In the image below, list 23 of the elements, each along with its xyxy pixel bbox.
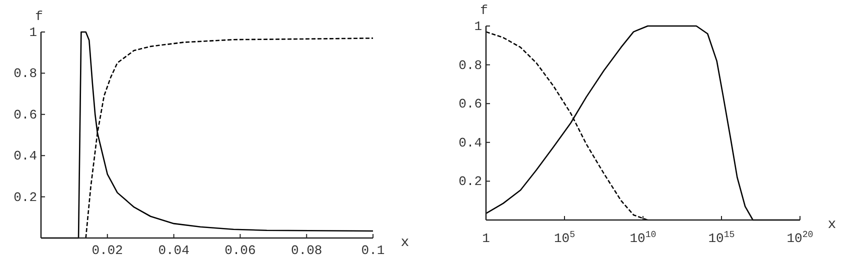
x-axis-title: x bbox=[828, 217, 836, 233]
y-axis-title: f bbox=[35, 9, 43, 24]
x-tick-label: 0.04 bbox=[158, 243, 190, 258]
x-tick-label: 0.02 bbox=[92, 243, 124, 258]
x-tick-label: 10$^{5}$ bbox=[554, 228, 576, 246]
y-axis-title: f bbox=[480, 3, 488, 18]
y-tick-label: 0.2 bbox=[14, 190, 37, 205]
x-tick-label: 0.08 bbox=[290, 243, 322, 258]
y-tick-label: 0.4 bbox=[14, 148, 38, 164]
x-tick-label: 10$^{20}$ bbox=[786, 228, 814, 246]
x-tick-label: 10$^{15}$ bbox=[708, 228, 735, 246]
y-tick-label: 0.8 bbox=[458, 58, 482, 73]
x-axis-title: x bbox=[400, 235, 410, 251]
x-tick-label: 0.1 bbox=[361, 243, 385, 258]
y-tick-label: 1 bbox=[474, 19, 482, 34]
y-tick-label: 1 bbox=[29, 25, 38, 40]
y-tick-label: 0.6 bbox=[458, 96, 482, 112]
y-tick-label: 0.2 bbox=[458, 174, 482, 190]
x-tick-label: 0.06 bbox=[224, 243, 256, 258]
y-tick-label: 0.8 bbox=[14, 66, 37, 82]
x-tick-label: 10$^{10}$ bbox=[630, 228, 656, 246]
y-tick-label: 0.6 bbox=[14, 107, 37, 122]
y-tick-label: 0.4 bbox=[458, 135, 482, 150]
